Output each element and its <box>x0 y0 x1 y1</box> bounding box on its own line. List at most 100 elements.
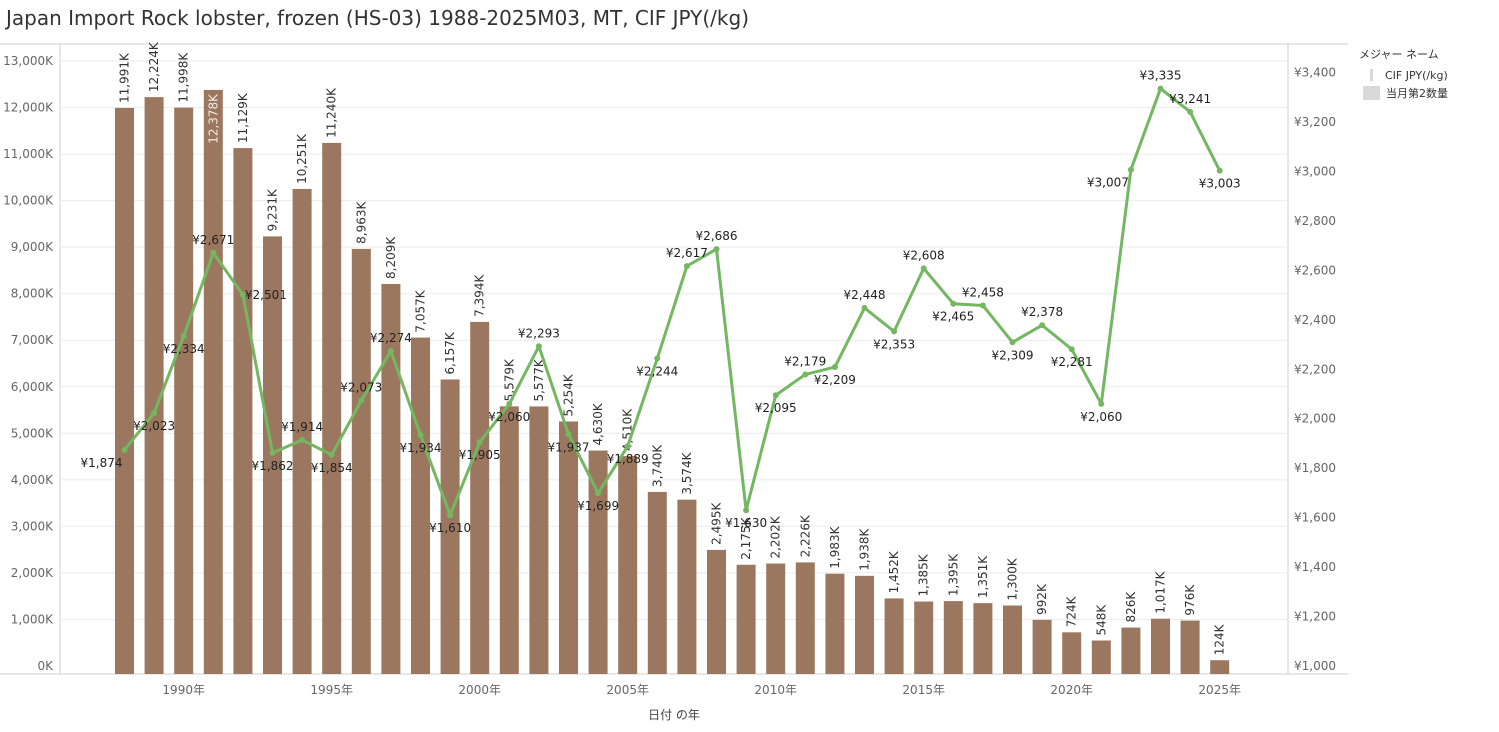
price-point <box>683 263 690 270</box>
bar-value-label: 826K <box>1124 591 1138 623</box>
price-point <box>447 512 454 519</box>
price-line <box>123 87 1222 517</box>
bar-value-label: 724K <box>1065 595 1079 627</box>
bar-value-label: 10,251K <box>295 133 309 184</box>
price-point <box>417 432 424 439</box>
legend-swatch-bar <box>1363 86 1380 100</box>
right-tick-label: ¥3,200 <box>1294 115 1336 129</box>
bar-value-label: 1,300K <box>1006 557 1020 600</box>
right-tick-label: ¥1,400 <box>1294 560 1336 574</box>
price-value-label: ¥2,617 <box>666 246 708 260</box>
right-tick-label: ¥2,600 <box>1294 263 1336 277</box>
price-value-label: ¥1,905 <box>459 448 501 462</box>
bar <box>1210 660 1230 674</box>
bar-value-label: 1,938K <box>858 527 872 570</box>
price-value-label: ¥2,671 <box>192 233 234 247</box>
price-value-label: ¥1,889 <box>607 452 649 466</box>
legend-item-line[interactable]: CIF JPY(/kg) <box>1359 66 1448 84</box>
bar <box>1003 605 1022 674</box>
bar-value-label: 12,378K <box>206 93 220 144</box>
left-tick-label: 5,000K <box>11 426 54 440</box>
price-point <box>1216 167 1223 174</box>
right-tick-label: ¥3,000 <box>1294 164 1336 178</box>
bar-value-label: 7,057K <box>414 289 428 332</box>
bar-value-label: 1,351K <box>976 555 990 598</box>
bar-value-label: 12,224K <box>147 41 161 92</box>
bar <box>855 575 874 674</box>
left-tick-label: 9,000K <box>11 240 54 254</box>
price-value-label: ¥1,854 <box>311 461 353 475</box>
legend: メジャー ネーム CIF JPY(/kg) 当月第2数量 <box>1359 46 1448 102</box>
bar <box>618 456 638 674</box>
bar <box>1032 619 1052 674</box>
bar <box>707 549 726 674</box>
bar <box>381 283 401 674</box>
price-value-label: ¥2,095 <box>755 401 797 415</box>
bar <box>411 337 430 674</box>
x-tick-label: 1990年 <box>162 683 205 697</box>
price-value-label: ¥2,465 <box>932 310 974 324</box>
bar-value-label: 2,175K <box>739 516 753 559</box>
bar-value-label: 1,395K <box>946 553 960 596</box>
x-tick-label: 2015年 <box>902 683 945 697</box>
bar <box>174 107 194 675</box>
bar-value-label: 5,577K <box>532 358 546 401</box>
price-value-label: ¥1,937 <box>548 440 590 454</box>
price-point <box>387 347 394 354</box>
right-tick-label: ¥2,400 <box>1294 313 1336 327</box>
bar-value-label: 11,240K <box>325 87 339 138</box>
price-point <box>891 328 898 335</box>
price-value-label: ¥2,179 <box>784 354 826 368</box>
price-value-label: ¥1,934 <box>400 441 442 455</box>
price-point <box>151 410 158 417</box>
price-point <box>210 249 217 256</box>
legend-title: メジャー ネーム <box>1359 48 1439 61</box>
x-tick-label: 2000年 <box>458 683 501 697</box>
price-value-label: ¥2,378 <box>1021 305 1063 319</box>
price-point <box>1068 346 1075 353</box>
bar <box>529 406 549 674</box>
bar-value-label: 2,495K <box>710 502 724 545</box>
price-point <box>506 400 513 407</box>
bar-value-label: 2,202K <box>769 515 783 558</box>
right-tick-label: ¥1,600 <box>1294 511 1336 525</box>
bar-value-label: 11,991K <box>118 52 132 103</box>
price-point <box>950 300 957 307</box>
bar <box>647 491 667 674</box>
bar <box>736 564 756 674</box>
price-value-label: ¥2,686 <box>696 229 738 243</box>
price-value-label: ¥1,914 <box>281 420 323 434</box>
price-point <box>624 443 631 450</box>
bar-value-label: 11,998K <box>177 52 191 103</box>
bar-value-label: 976K <box>1183 584 1197 616</box>
price-point <box>772 392 779 399</box>
bar-value-label: 11,129K <box>236 92 250 143</box>
bar-value-label: 3,574K <box>680 451 694 494</box>
bar <box>440 379 460 674</box>
bar <box>914 601 934 674</box>
price-point <box>1009 339 1016 346</box>
bar <box>292 188 312 674</box>
price-value-label: ¥2,608 <box>903 248 945 262</box>
left-tick-label: 2,000K <box>11 566 54 580</box>
price-value-label: ¥2,060 <box>488 410 530 424</box>
legend-item-bar[interactable]: 当月第2数量 <box>1359 84 1448 102</box>
bar <box>1151 618 1170 674</box>
bar-value-label: 8,963K <box>354 201 368 244</box>
left-tick-label: 4,000K <box>11 473 54 487</box>
price-point <box>565 431 572 438</box>
bar <box>233 148 253 674</box>
price-value-label: ¥2,501 <box>245 288 287 302</box>
bar <box>1121 627 1141 674</box>
price-value-label: ¥2,293 <box>518 326 560 340</box>
bar-value-label: 124K <box>1213 623 1227 655</box>
bar <box>470 321 490 674</box>
right-tick-label: ¥1,200 <box>1294 610 1336 624</box>
price-value-label: ¥2,073 <box>340 381 382 395</box>
x-tick-label: 2020年 <box>1050 683 1093 697</box>
bar <box>825 573 845 674</box>
left-tick-label: 11,000K <box>3 147 54 161</box>
price-value-label: ¥1,699 <box>577 499 619 513</box>
bar <box>677 499 697 674</box>
bar-value-label: 1,385K <box>917 553 931 596</box>
